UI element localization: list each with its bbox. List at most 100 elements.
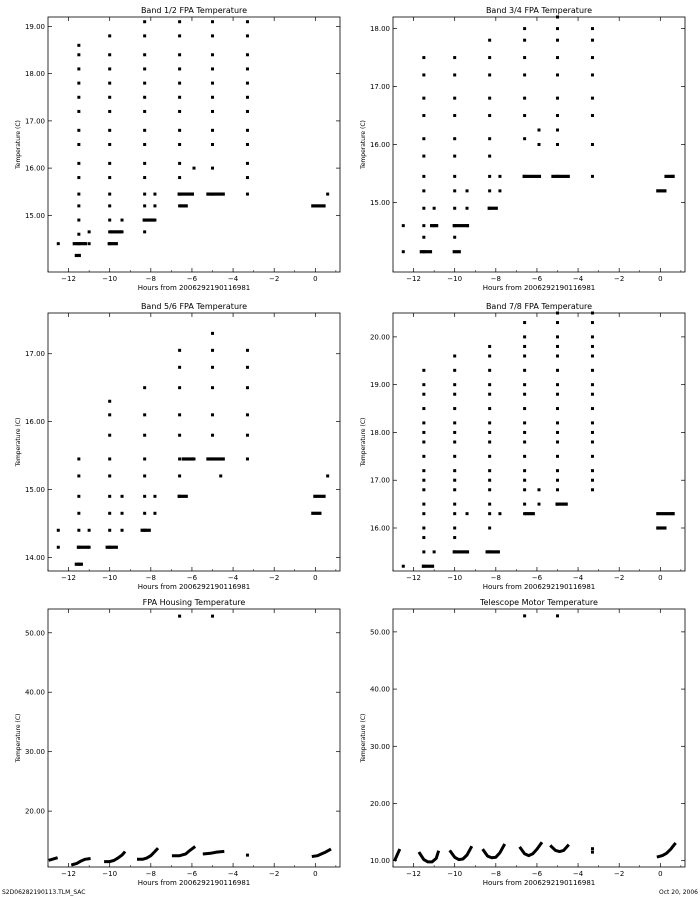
- data-point: [422, 454, 426, 458]
- data-point: [590, 430, 594, 434]
- x-tick-label: −8: [146, 574, 156, 582]
- data-point: [556, 27, 560, 31]
- data-point: [108, 413, 112, 417]
- x-tick-label: 0: [313, 275, 317, 283]
- y-tick-label: 40.00: [25, 689, 45, 697]
- data-point: [523, 502, 527, 506]
- data-point: [422, 392, 426, 396]
- x-axis-label: Hours from 2006292190116981: [138, 879, 251, 887]
- data-point: [108, 161, 112, 165]
- data-point: [523, 478, 527, 482]
- x-tick-label: −10: [447, 275, 462, 283]
- y-tick-label: 16.00: [370, 525, 390, 533]
- x-tick-label: −4: [573, 275, 584, 283]
- data-point: [590, 421, 594, 425]
- data-point: [178, 143, 182, 146]
- data-point: [153, 204, 157, 208]
- data-point: [453, 154, 457, 158]
- chart-title: Band 1/2 FPA Temperature: [141, 6, 247, 15]
- data-point: [178, 614, 182, 618]
- data-point: [537, 143, 541, 146]
- data-point: [178, 386, 182, 390]
- footer-filename: S2D06282190113.TLM_SAC: [2, 889, 86, 896]
- data-point: [143, 413, 147, 417]
- y-tick-label: 18.00: [370, 429, 390, 437]
- data-point: [523, 321, 527, 325]
- data-segment: [179, 204, 188, 208]
- data-point: [488, 430, 492, 434]
- data-segment: [551, 174, 570, 178]
- data-point: [178, 433, 182, 437]
- x-tick-label: −12: [61, 574, 76, 582]
- data-point: [523, 354, 527, 358]
- data-point: [143, 386, 147, 390]
- data-point: [211, 34, 215, 38]
- data-segment: [177, 494, 188, 498]
- data-point: [77, 218, 81, 222]
- data-point: [143, 192, 147, 196]
- data-point: [401, 564, 405, 568]
- data-point: [422, 421, 426, 425]
- y-axis-label: Temperature (C): [360, 120, 367, 170]
- data-point: [77, 511, 81, 515]
- data-point: [56, 242, 60, 246]
- y-tick-label: 17.00: [370, 477, 390, 485]
- data-point: [453, 502, 457, 506]
- x-tick-label: −10: [102, 574, 117, 582]
- data-point: [143, 161, 147, 165]
- data-point: [590, 38, 594, 42]
- data-point: [77, 67, 81, 71]
- data-trace: [549, 843, 570, 854]
- data-point: [498, 512, 502, 516]
- data-point: [245, 81, 249, 85]
- data-point: [488, 440, 492, 444]
- data-segment: [656, 526, 667, 530]
- data-point: [488, 454, 492, 458]
- data-segment: [72, 242, 88, 246]
- data-point: [178, 95, 182, 99]
- data-point: [590, 392, 594, 396]
- chart-panel-1: Band 1/2 FPA Temperature −12 −10 −8 −6 −4 −2 0 H…: [15, 6, 341, 292]
- data-segment: [419, 250, 433, 254]
- data-point: [77, 494, 81, 498]
- data-segment: [452, 550, 470, 554]
- data-point: [77, 109, 81, 113]
- data-point: [488, 407, 492, 411]
- data-point: [120, 511, 124, 515]
- data-point: [108, 109, 112, 113]
- data-point: [556, 368, 560, 372]
- data-point: [245, 34, 249, 38]
- plot-frame: [47, 608, 341, 868]
- data-point: [523, 454, 527, 458]
- y-axis-label: Temperature (C): [15, 120, 22, 170]
- data-point: [422, 488, 426, 492]
- data-point: [556, 38, 560, 42]
- data-point: [453, 536, 457, 540]
- x-tick-label: −12: [406, 574, 421, 582]
- x-tick-label: −6: [532, 574, 543, 582]
- data-point: [108, 192, 112, 196]
- x-tick-label: −8: [146, 870, 156, 878]
- data-point: [77, 204, 81, 208]
- data-segment: [76, 545, 90, 549]
- data-point: [523, 469, 527, 473]
- data-point: [245, 176, 249, 180]
- data-point: [211, 614, 215, 618]
- y-tick-label: 20.00: [370, 800, 390, 808]
- data-point: [178, 81, 182, 85]
- data-point: [523, 392, 527, 396]
- data-point: [556, 407, 560, 411]
- data-point: [245, 192, 249, 196]
- data-point: [590, 368, 594, 372]
- data-point: [488, 137, 492, 141]
- data-point: [153, 494, 157, 498]
- data-point: [211, 81, 215, 85]
- data-point: [245, 67, 249, 71]
- data-point: [211, 413, 215, 417]
- data-point: [211, 67, 215, 71]
- data-point: [245, 109, 249, 113]
- data-point: [556, 73, 560, 77]
- x-tick-label: 0: [313, 574, 317, 582]
- data-segment: [656, 512, 675, 516]
- data-point: [120, 528, 124, 532]
